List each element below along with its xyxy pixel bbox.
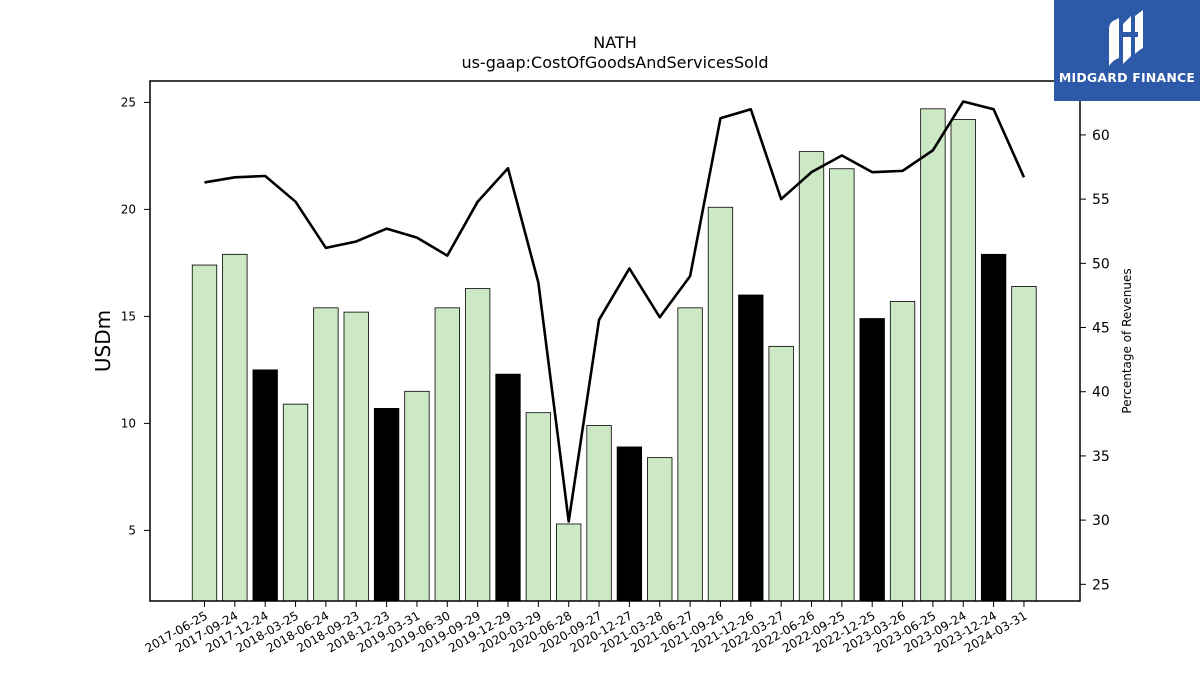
y2-tick-label: 55 xyxy=(1092,192,1110,208)
y2-axis-label: Percentage of Revenues xyxy=(1120,268,1134,413)
bar-2020-12-27 xyxy=(616,446,643,602)
bar-2021-09-26 xyxy=(707,206,734,602)
bar-2019-09-29 xyxy=(464,288,491,602)
bar-2018-09-23 xyxy=(343,311,369,602)
logo-text: MIDGARD FINANCE xyxy=(1058,70,1196,85)
bar-2020-06-28 xyxy=(556,523,582,602)
bar-2021-03-28 xyxy=(647,457,673,602)
bar-2021-06-27 xyxy=(677,307,703,602)
y2-tick-label: 35 xyxy=(1092,449,1110,465)
bar-2022-06-26 xyxy=(798,151,825,602)
bar-2017-06-25 xyxy=(191,264,218,602)
y-tick-label: 10 xyxy=(121,416,136,430)
bar-2019-03-31 xyxy=(404,390,430,602)
y2-tick-label: 30 xyxy=(1092,513,1110,529)
y2-tick-label: 60 xyxy=(1092,128,1110,144)
y-tick-label: 20 xyxy=(121,202,136,216)
chart-title: NATH xyxy=(593,33,636,52)
left-axis: 5 10 15 20 25 xyxy=(121,95,150,537)
bar-2021-12-26 xyxy=(738,294,764,602)
bar-2023-06-25 xyxy=(920,108,946,602)
right-axis: 25 30 35 40 45 50 55 60 xyxy=(1080,128,1110,593)
y2-tick-label: 50 xyxy=(1092,256,1110,272)
y-tick-label: 15 xyxy=(121,309,136,323)
midgard-logo-icon xyxy=(1109,10,1143,66)
y-tick-label: 5 xyxy=(128,523,136,537)
bar-2018-06-24 xyxy=(313,307,339,602)
chart-subtitle: us-gaap:CostOfGoodsAndServicesSold xyxy=(461,53,768,72)
bar-2019-06-30 xyxy=(434,307,460,602)
bar-2020-09-27 xyxy=(586,425,612,602)
y2-tick-label: 25 xyxy=(1092,577,1110,593)
bar-2022-12-25 xyxy=(859,318,885,602)
brand-logo: MIDGARD FINANCE xyxy=(1054,0,1200,101)
bars-group xyxy=(191,108,1037,602)
line-group xyxy=(204,100,1026,523)
bar-2023-12-24 xyxy=(980,253,1007,602)
bar-2017-12-24 xyxy=(252,369,278,602)
bar-2022-09-25 xyxy=(829,168,855,602)
bar-2018-03-25 xyxy=(282,403,309,602)
bar-2022-03-27 xyxy=(768,345,794,602)
bar-2019-12-29 xyxy=(495,373,521,602)
bar-2017-09-24 xyxy=(222,253,248,602)
y-axis-label: USDm xyxy=(91,310,115,372)
x-axis: 2017-06-252017-09-242017-12-242018-03-25… xyxy=(143,601,1029,655)
bar-2024-03-31 xyxy=(1011,286,1037,602)
bar-2020-03-29 xyxy=(525,412,551,602)
y2-tick-label: 40 xyxy=(1092,385,1110,401)
bar-2018-12-23 xyxy=(373,408,400,602)
plot-frame xyxy=(149,80,1081,602)
percentage-line xyxy=(204,100,1026,523)
bar-2023-09-24 xyxy=(950,119,976,602)
bar-2023-03-26 xyxy=(889,301,916,602)
y-tick-label: 25 xyxy=(121,95,136,109)
y2-tick-label: 45 xyxy=(1092,321,1110,337)
